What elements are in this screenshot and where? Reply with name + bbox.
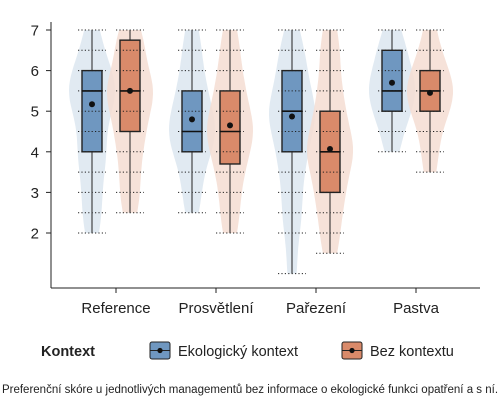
- x-tick-label: Prosvětlení: [178, 300, 254, 317]
- y-tick-label: 6: [31, 63, 39, 80]
- mean-point: [427, 89, 433, 96]
- legend-label-bez-kontextu: Bez kontextu: [370, 344, 454, 360]
- mean-point: [289, 113, 295, 120]
- legend-label-ekologicky: Ekologický kontext: [178, 344, 298, 360]
- legend-item-ekologicky: Ekologický kontext: [149, 341, 298, 360]
- mean-point: [189, 116, 195, 123]
- legend: Kontext Ekologický kontext Bez kontextu: [41, 341, 454, 360]
- figure-caption: Preferenční skóre u jednotlivých managem…: [1, 384, 499, 396]
- box: [119, 39, 141, 133]
- x-axis: Reference Prosvětlení Pařezení Pastva: [81, 288, 440, 317]
- mean-point: [327, 145, 333, 152]
- boxes: [78, 29, 444, 275]
- legend-item-bez-kontextu: Bez kontextu: [341, 341, 454, 360]
- y-tick-label: 7: [31, 23, 39, 40]
- legend-swatch-dot: [349, 347, 355, 354]
- x-tick-label: Reference: [81, 300, 150, 317]
- legend-title: Kontext: [41, 344, 95, 360]
- mean-point: [389, 79, 395, 86]
- y-tick-label: 4: [31, 144, 39, 161]
- mean-point: [89, 101, 95, 108]
- y-axis: 2 3 4 5 6 7: [31, 23, 51, 243]
- chart: 2 3 4 5 6 7 Reference Prosvětlení Pařezení Pastv…: [31, 22, 480, 360]
- x-tick-label: Pařezení: [286, 300, 347, 317]
- y-tick-label: 2: [31, 226, 39, 243]
- x-tick-label: Pastva: [393, 300, 440, 317]
- y-tick-label: 3: [31, 185, 39, 202]
- legend-swatch-dot: [157, 347, 163, 354]
- mean-point: [227, 122, 233, 129]
- mean-point: [127, 87, 133, 94]
- y-tick-label: 5: [31, 104, 39, 121]
